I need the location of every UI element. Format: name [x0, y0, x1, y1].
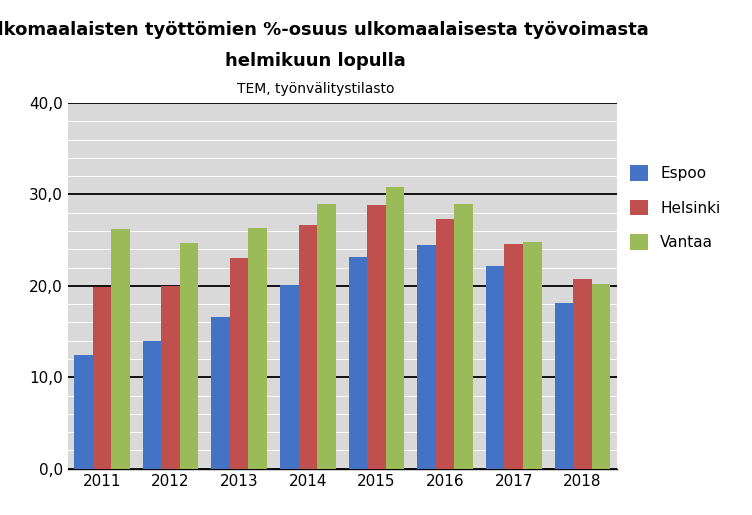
Bar	[299, 226, 317, 469]
Bar	[74, 355, 92, 469]
Legend: Espoo, Helsinki, Vantaa: Espoo, Helsinki, Vantaa	[629, 165, 720, 250]
Bar	[92, 287, 111, 469]
Text: TEM, työnvälitystilasto: TEM, työnvälitystilasto	[237, 82, 395, 96]
Bar	[143, 341, 162, 469]
Bar	[436, 219, 454, 469]
Bar	[248, 228, 267, 469]
Bar	[505, 244, 523, 469]
Bar	[417, 245, 436, 469]
Bar	[111, 229, 130, 469]
Bar	[486, 266, 505, 469]
Bar	[162, 286, 180, 469]
Bar	[211, 317, 230, 469]
Bar	[386, 187, 405, 469]
Bar	[592, 284, 610, 469]
Bar	[554, 303, 573, 469]
Bar	[230, 259, 248, 469]
Text: helmikuun lopulla: helmikuun lopulla	[226, 52, 406, 70]
Bar	[317, 204, 335, 469]
Text: Ulkomaalaisten työttömien %-osuus ulkomaalaisesta työvoimasta: Ulkomaalaisten työttömien %-osuus ulkoma…	[0, 21, 649, 39]
Bar	[367, 205, 386, 469]
Bar	[180, 243, 199, 469]
Bar	[573, 280, 592, 469]
Bar	[523, 242, 541, 469]
Bar	[349, 256, 367, 469]
Bar	[280, 285, 299, 469]
Bar	[454, 203, 473, 469]
